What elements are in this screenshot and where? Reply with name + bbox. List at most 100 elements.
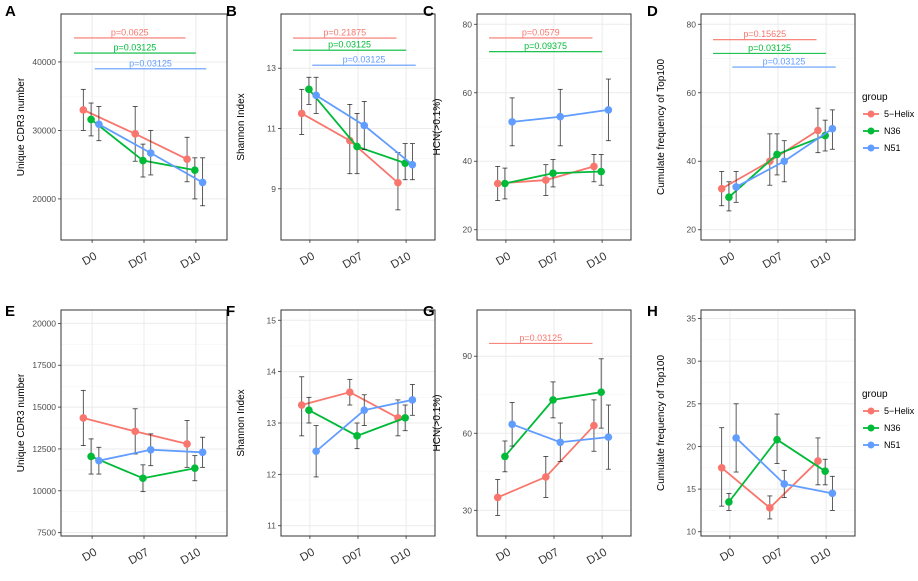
panel-letter: D: [647, 3, 658, 20]
data-point: [780, 157, 789, 166]
y-tick-label: 40: [687, 156, 697, 166]
legend-label: N36: [884, 423, 901, 433]
y-tick-label: 20: [687, 225, 697, 235]
data-point: [312, 91, 320, 100]
y-tick-label: 90: [463, 351, 473, 361]
data-point: [604, 106, 613, 114]
data-point: [542, 176, 550, 184]
data-point: [725, 193, 733, 201]
y-tick-label: 20000: [32, 194, 56, 204]
pvalue-label: p=0.09375: [524, 41, 567, 51]
data-point: [821, 467, 829, 475]
data-point: [556, 112, 565, 121]
x-tick-label: D0: [718, 546, 737, 564]
pvalue-label: p=0.03125: [114, 43, 157, 53]
panel-letter: F: [226, 303, 235, 320]
data-point: [501, 452, 509, 461]
legend-title: group: [862, 92, 888, 103]
data-point: [814, 457, 822, 465]
data-point: [549, 169, 557, 178]
x-tick-label: D10: [585, 250, 609, 271]
data-point: [542, 473, 550, 481]
x-tick-label: D07: [127, 250, 151, 271]
x-tick-label: D07: [761, 546, 785, 567]
pvalue-label: p=0.15625: [743, 29, 786, 39]
data-point: [183, 440, 191, 448]
data-point: [87, 452, 95, 461]
data-point: [493, 493, 502, 502]
legend-key-point: [867, 127, 875, 135]
pvalue-label: p=0.03125: [328, 40, 371, 50]
y-tick-label: 20000: [32, 318, 56, 328]
y-tick-label: 12500: [32, 444, 56, 454]
y-tick-label: 12: [267, 469, 277, 479]
y-tick-label: 60: [463, 428, 473, 438]
data-point: [394, 178, 402, 187]
y-axis-title: HCN(>0.1%): [432, 395, 443, 452]
x-tick-label: D10: [585, 546, 609, 567]
x-tick-label: D0: [298, 546, 317, 564]
y-tick-label: 40: [463, 156, 473, 166]
data-point: [87, 115, 95, 124]
panel-G: p=0.03125 30 60 90 D0 D07 D10 HCN(>0.1%) G: [423, 303, 632, 567]
y-tick-label: 25: [687, 399, 697, 409]
data-point: [556, 438, 565, 447]
data-point: [346, 136, 354, 145]
y-tick-label: 14: [267, 367, 277, 377]
y-tick-label: 10000: [32, 486, 56, 496]
data-point: [79, 414, 88, 422]
pvalue-label: p=0.0579: [522, 27, 560, 37]
y-tick-label: 30000: [32, 125, 56, 135]
data-point: [773, 150, 781, 159]
data-point: [717, 463, 726, 472]
panel-E: 7500 10000 12500 15000 17500 20000 D0 D07 D10 Uni…: [5, 303, 228, 567]
y-tick-label: 11: [267, 521, 276, 531]
data-point: [191, 166, 199, 174]
y-tick-label: 60: [687, 88, 697, 98]
y-tick-label: 7500: [37, 528, 56, 538]
x-tick-label: D07: [341, 546, 365, 567]
data-point: [590, 162, 598, 171]
data-point: [493, 179, 502, 188]
data-point: [346, 388, 354, 396]
data-point: [501, 179, 509, 188]
data-point: [597, 167, 605, 176]
x-tick-label: D10: [179, 546, 203, 567]
x-tick-label: D0: [80, 250, 99, 268]
pvalue-label: p=0.0625: [111, 27, 149, 37]
panel-letter: B: [226, 3, 237, 20]
data-point: [717, 184, 726, 193]
panel-H: 10 15 20 25 30 35 D0 D07 D10 Cumulate frequency o…: [647, 303, 856, 567]
pvalue-label: p=0.03125: [519, 333, 562, 343]
data-point: [408, 396, 417, 404]
y-tick-label: 80: [463, 19, 473, 29]
data-point: [508, 420, 516, 429]
x-tick-label: D07: [341, 250, 365, 271]
data-point: [198, 448, 207, 457]
y-tick-label: 9: [271, 184, 276, 194]
legend-key-point: [867, 441, 875, 449]
data-point: [305, 406, 313, 414]
y-tick-label: 20: [687, 441, 697, 451]
legend-label: N36: [884, 126, 901, 136]
y-tick-label: 10: [687, 527, 697, 537]
data-point: [597, 388, 605, 396]
panel-A: p=0.0625 p=0.03125 p=0.03125 20000 30000 4000…: [5, 3, 228, 271]
x-tick-label: D0: [298, 250, 317, 268]
legend-label: 5−Helix: [884, 109, 915, 119]
data-point: [508, 118, 516, 126]
pvalue-label: p=0.03125: [748, 43, 791, 53]
y-tick-label: 60: [463, 88, 473, 98]
x-tick-label: D10: [809, 546, 833, 567]
pvalue-label: p=0.21875: [323, 28, 366, 38]
data-point: [401, 414, 409, 422]
y-tick-label: 35: [687, 314, 697, 324]
legend-label: N51: [884, 440, 901, 450]
panel-letter: C: [423, 3, 434, 20]
y-tick-label: 13: [267, 418, 277, 428]
data-point: [828, 124, 837, 133]
data-point: [146, 445, 155, 454]
y-axis-title: Cumulate frequency of Top100: [656, 59, 667, 195]
panel-C: p=0.0579 p=0.09375 20 40 60 80 D0 D07 D10 HCN(>0.…: [423, 3, 632, 271]
data-point: [131, 130, 139, 138]
